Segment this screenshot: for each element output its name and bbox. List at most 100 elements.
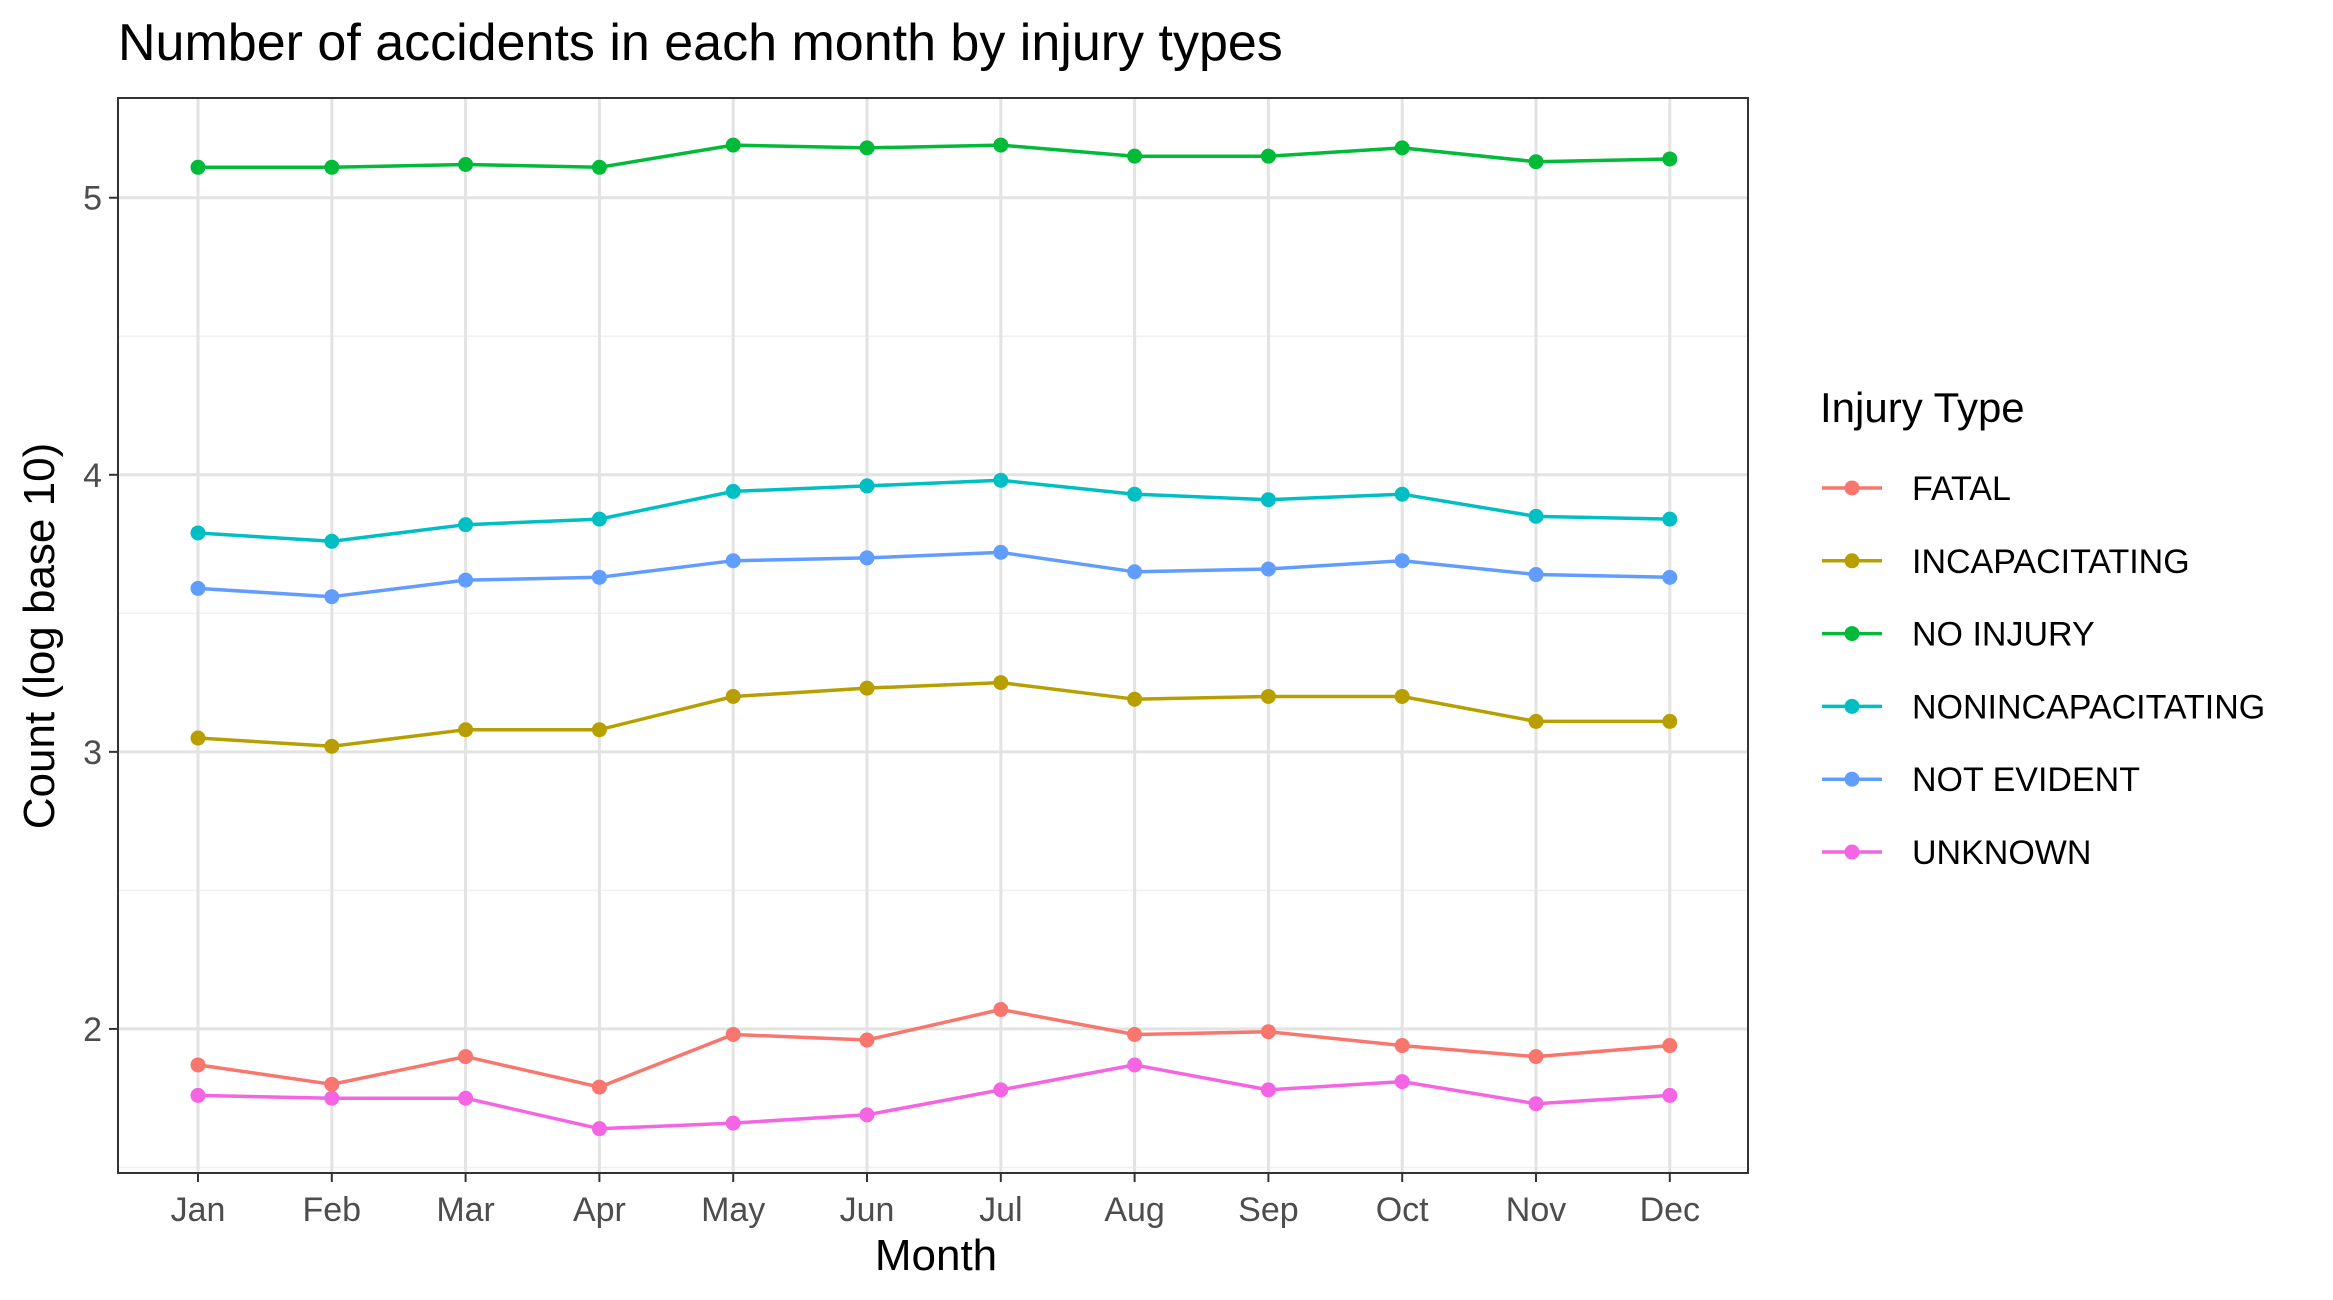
data-point [1127,1057,1143,1073]
data-point [458,156,474,172]
data-point [324,589,340,605]
y-tick-label: 3 [83,734,102,772]
data-point [1260,1082,1276,1098]
x-tick-label: Jan [171,1191,226,1229]
data-point [591,1121,607,1137]
x-tick-label: Jul [979,1191,1022,1229]
data-point [1528,567,1544,583]
data-point [993,137,1009,153]
legend-label: FATAL [1912,470,2011,508]
data-point [1394,1038,1410,1054]
data-point [1662,511,1678,527]
series-layer [190,137,1678,1137]
data-point [1528,713,1544,729]
data-point [190,159,206,175]
legend-key-point [1844,698,1860,714]
data-point [1394,553,1410,569]
data-point [1662,569,1678,585]
x-tick-label: Feb [303,1191,362,1229]
legend-key-point [1844,844,1860,860]
data-point [859,1107,875,1123]
data-point [1662,1038,1678,1054]
series-line [197,1063,1670,1131]
data-point [993,1082,1009,1098]
data-point [190,580,206,596]
data-point [725,1115,741,1131]
legend-label: NOT EVIDENT [1912,761,2140,799]
data-point [859,550,875,566]
data-point [1394,486,1410,502]
legend-title: Injury Type [1820,384,2025,431]
data-point [859,680,875,696]
series-line [197,1007,1670,1089]
data-point [1127,564,1143,580]
data-point [1528,508,1544,524]
legend-key-point [1844,480,1860,496]
data-point [1127,148,1143,164]
legend-key-point [1844,626,1860,642]
series-line [197,478,1670,544]
x-tick-label: Aug [1104,1191,1165,1229]
data-point [591,722,607,738]
data-point [458,517,474,533]
data-point [1662,1087,1678,1103]
data-point [1528,154,1544,170]
legend-item: FATAL [1822,470,2011,508]
series-no-injury [190,137,1678,175]
major-gridlines [118,98,1748,1173]
data-point [1662,151,1678,167]
x-tick-label: Jun [840,1191,895,1229]
data-point [1260,492,1276,508]
data-point [324,159,340,175]
x-tick-label: Dec [1640,1191,1700,1229]
plot-panel-border [117,97,1749,1174]
data-point [591,1079,607,1095]
data-point [190,1087,206,1103]
data-point [591,569,607,585]
chart-title: Number of accidents in each month by inj… [118,14,1283,72]
y-tick-label: 5 [83,180,102,218]
data-point [190,1057,206,1073]
x-tick-label: Oct [1376,1191,1429,1229]
data-point [993,472,1009,488]
x-tick-label: Sep [1238,1191,1299,1229]
series-unknown [190,1057,1678,1137]
data-point [1394,140,1410,156]
data-point [1528,1049,1544,1065]
data-point [190,525,206,541]
legend-label: UNKNOWN [1912,834,2091,872]
x-tick-label: Nov [1506,1191,1566,1229]
data-point [993,544,1009,560]
x-tick-label: Mar [436,1191,495,1229]
axis-ticks: 2 3 4 5 Jan Feb Mar Apr May Jun Jul Aug Sep Oct Nov Dec [83,180,1700,1229]
legend-item: INCAPACITATING [1822,543,2190,581]
y-tick-label: 2 [83,1011,102,1049]
data-point [993,1002,1009,1018]
data-point [1528,1096,1544,1112]
legend: Injury Type FATAL INCAPACITATING NO INJURY… [1820,384,2265,872]
data-point [1394,1074,1410,1090]
data-point [324,1090,340,1106]
legend-key-point [1844,553,1860,569]
legend-label: NO INJURY [1912,616,2095,654]
legend-item: NO INJURY [1822,616,2095,654]
data-point [324,1076,340,1092]
data-point [591,159,607,175]
data-point [1260,148,1276,164]
x-axis-title: Month [875,1231,997,1280]
x-tick-label: May [701,1191,765,1229]
data-point [458,1090,474,1106]
data-point [1260,1024,1276,1040]
data-point [591,511,607,527]
data-point [859,478,875,494]
y-axis-title: Count (log base 10) [15,443,64,829]
data-point [458,1049,474,1065]
data-point [458,722,474,738]
data-point [725,1026,741,1042]
data-point [1662,713,1678,729]
data-point [1127,691,1143,707]
legend-label: INCAPACITATING [1912,543,2190,581]
series-line [198,143,1670,170]
